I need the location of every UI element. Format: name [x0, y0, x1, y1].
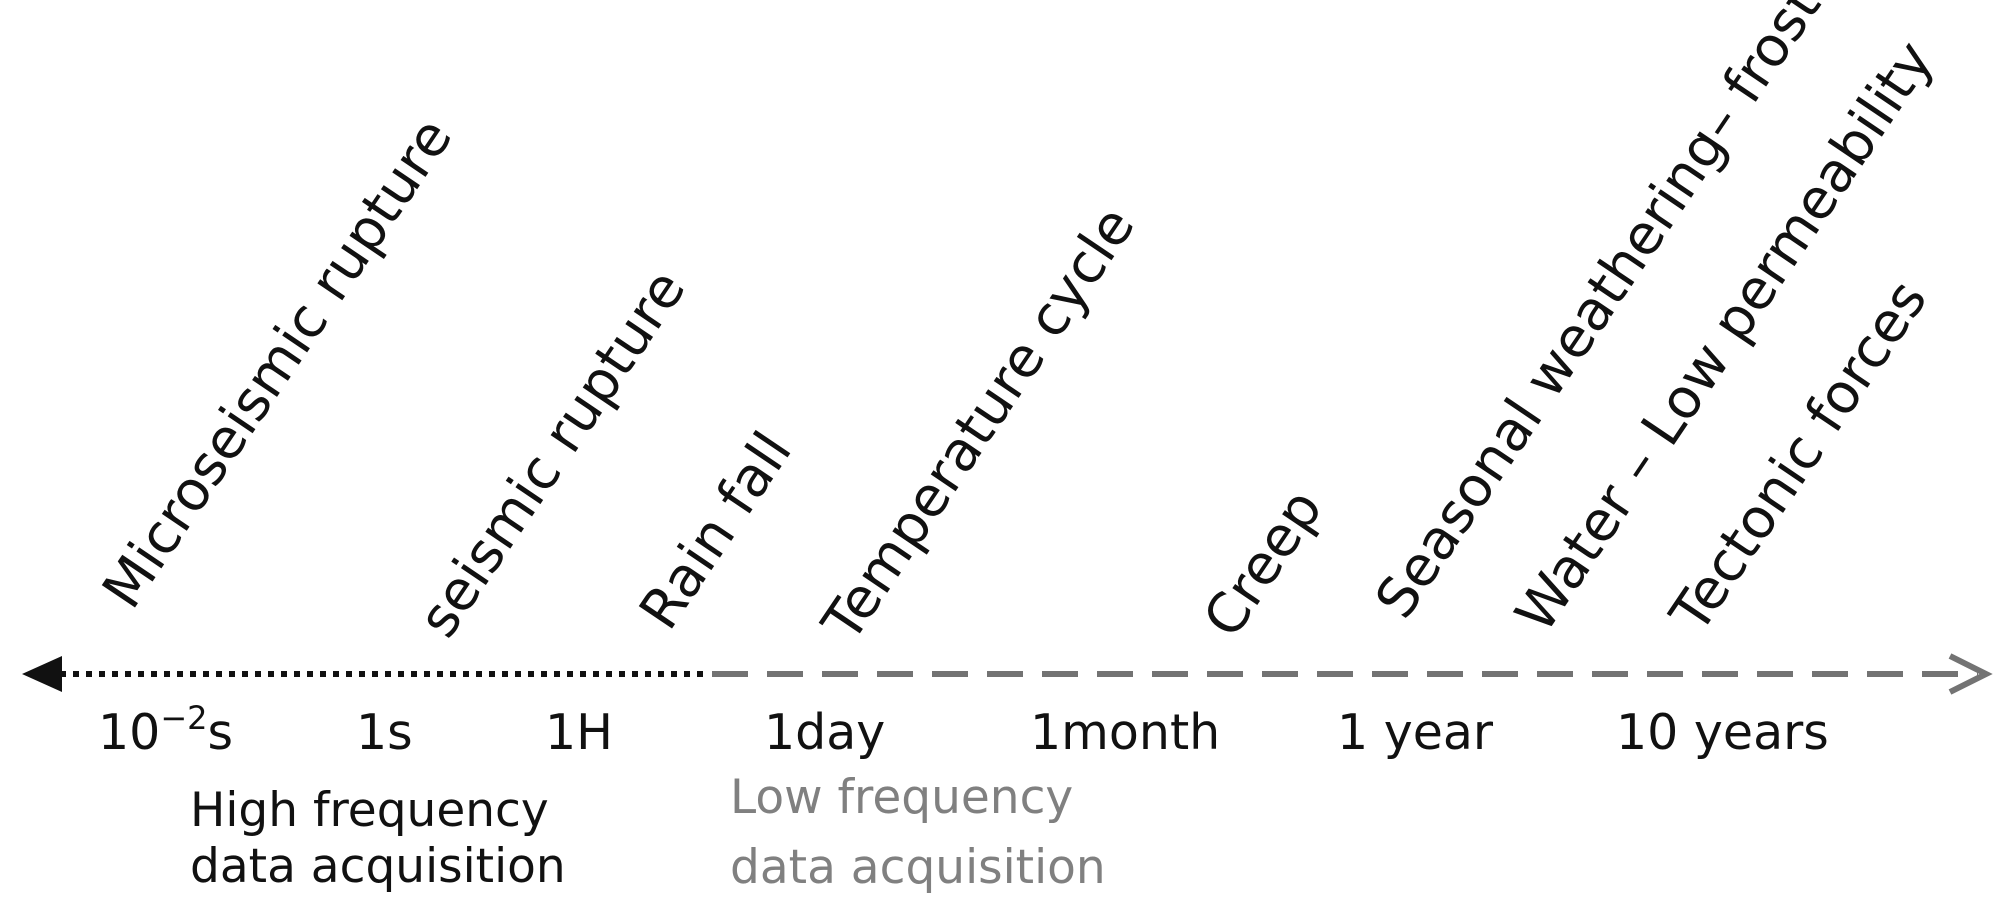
- tick-base: 10: [98, 704, 160, 761]
- tick-unit: s: [208, 704, 234, 761]
- tick-label-1-year: 1 year: [1337, 704, 1494, 761]
- tick-label-1day: 1day: [764, 704, 885, 761]
- event-label-creep: Creep: [1191, 478, 1335, 648]
- left-arrowhead-icon: [22, 656, 62, 692]
- high-frequency-caption-line2: data acquisition: [190, 839, 566, 894]
- tick-label-10-2-s: 10−2s: [98, 699, 233, 761]
- low-frequency-caption-line2: data acquisition: [730, 840, 1106, 895]
- high-frequency-caption-line1: High frequency: [190, 783, 549, 838]
- event-label-temperature-cycle: Temperature cycle: [809, 195, 1147, 653]
- tick-label-10-years: 10 years: [1616, 704, 1829, 761]
- tick-label-1h: 1H: [545, 704, 613, 761]
- event-label-rain-fall: Rain fall: [627, 420, 804, 640]
- event-label-microseismic-rupture: Microseismic rupture: [90, 107, 465, 620]
- tick-label-1month: 1month: [1030, 704, 1220, 761]
- tick-label-1s: 1s: [356, 704, 413, 761]
- low-frequency-caption-line1: Low frequency: [730, 770, 1073, 825]
- tick-exponent: −2: [160, 699, 207, 737]
- right-arrowhead-icon: [1948, 653, 1993, 695]
